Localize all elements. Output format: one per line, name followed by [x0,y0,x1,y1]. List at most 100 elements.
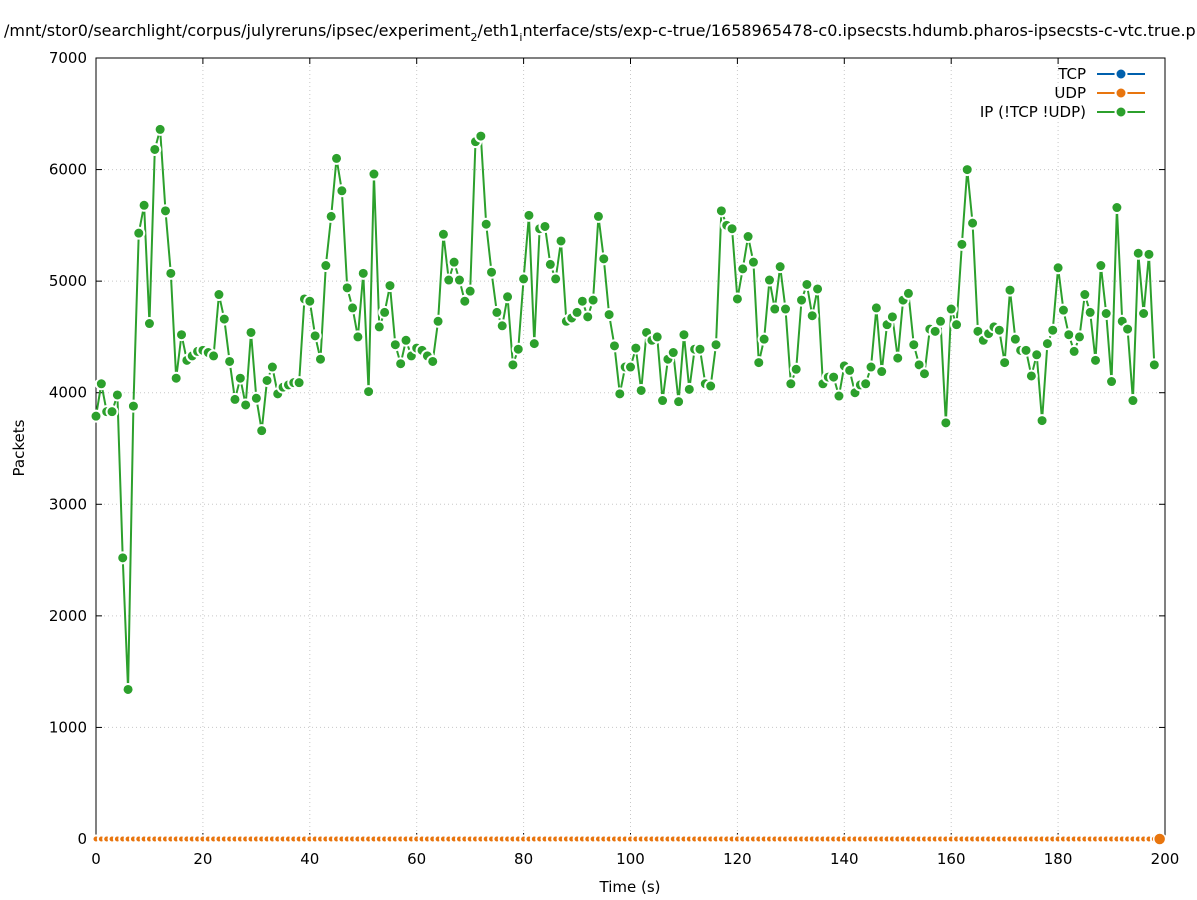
data-point [928,324,942,338]
data-point [169,371,183,385]
legend-label-2: IP (!TCP !UDP) [980,103,1086,121]
data-point [217,312,231,326]
data-point [223,354,237,368]
data-point [303,294,317,308]
axis-ticks: 0 20 40 60 80 100 120 140 160 180 2000100020003000… [49,49,1180,868]
data-point [602,308,616,322]
data-point [709,338,723,352]
data-point [356,266,370,280]
chart-title: /mnt/stor0/searchlight/corpus/julyreruns… [4,21,1196,44]
data-point [351,330,365,344]
data-point [212,288,226,302]
data-point [800,277,814,291]
data-point [998,356,1012,370]
data-point [1072,330,1086,344]
data-point [1152,832,1167,846]
x-axis-label: Time (s) [599,878,661,896]
legend-marker-1 [1114,86,1128,100]
data-point [452,273,466,287]
data-point [1024,369,1038,383]
data-point [260,373,274,387]
data-point [132,226,146,240]
data-point [1078,288,1092,302]
series-line-2 [95,129,1156,690]
data-point [1126,394,1140,408]
data-point [1137,306,1151,320]
data-point [110,388,124,402]
data-point [1019,343,1033,357]
data-point [634,383,648,397]
data-point [789,362,803,376]
data-point [126,399,140,413]
data-point [885,310,899,324]
data-point [383,279,397,293]
data-point [495,319,509,333]
data-point [741,230,755,244]
data-point [527,337,541,351]
data-point [677,328,691,342]
y-tick-label: 3000 [49,495,87,513]
data-point [522,208,536,222]
data-point [506,358,520,372]
x-tick-label: 160 [937,850,966,868]
data-point [153,122,167,136]
data-point [265,360,279,374]
data-point [388,338,402,352]
data-point [362,385,376,399]
data-point [554,234,568,248]
data-point [955,237,969,251]
data-point [591,209,605,223]
title-prefix: /mnt/stor0/searchlight/corpus/julyreruns… [4,21,471,40]
data-point [1040,337,1054,351]
data-point [474,129,488,143]
data-point [827,370,841,384]
data-point [517,272,531,286]
data-point [255,424,269,438]
x-tick-label: 180 [1044,850,1073,868]
data-point [1131,246,1145,260]
data-point [436,227,450,241]
data-point [490,305,504,319]
data-point [121,682,135,696]
data-point [538,219,552,233]
data-point [843,363,857,377]
data-point [158,204,172,218]
data-point [891,351,905,365]
data-point [549,272,563,286]
data-point [1035,414,1049,428]
data-point [105,405,119,419]
legend-marker-2 [1114,105,1128,119]
data-point [319,259,333,273]
data-point [399,333,413,347]
title-sub2: i [519,31,522,44]
legend-label-1: UDP [1054,84,1086,102]
data-point [607,339,621,353]
data-point [346,301,360,315]
data-point [142,317,156,331]
data-point [917,367,931,381]
data-point [426,354,440,368]
data-point [1062,328,1076,342]
data-point [666,346,680,360]
data-point [228,392,242,406]
data-point [1089,353,1103,367]
data-point [575,294,589,308]
data-point [864,360,878,374]
data-point [752,356,766,370]
data-point [944,302,958,316]
x-tick-label: 40 [300,850,319,868]
data-point [624,360,637,374]
data-point [779,302,793,316]
y-tick-label: 6000 [49,161,87,179]
data-point [736,262,750,276]
data-point [1067,344,1081,358]
data-point [501,290,515,304]
data-point [511,342,525,356]
data-point [1105,375,1119,389]
data-point [485,265,499,279]
title-suffix: nterface/sts/exp-c-true/1658965478-c0.ip… [522,21,1195,40]
data-point [1147,358,1161,372]
data-point [175,328,189,342]
data-point [308,329,322,343]
